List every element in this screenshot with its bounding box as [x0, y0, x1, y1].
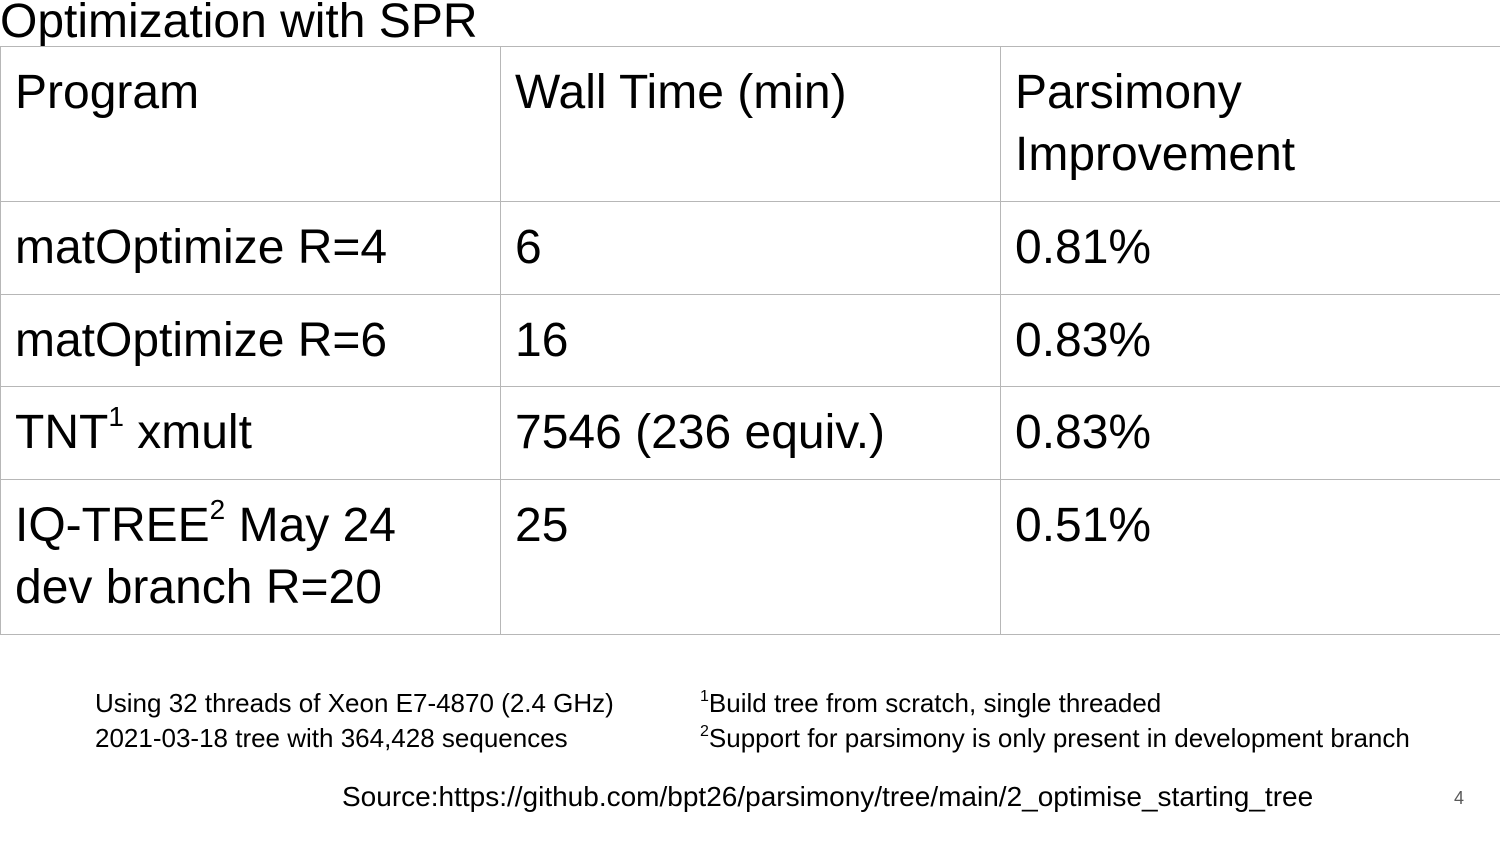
footnote-marker: 2: [209, 494, 226, 525]
dataset-note: 2021-03-18 tree with 364,428 sequences: [95, 723, 568, 753]
table-row: TNT1 xmult 7546 (236 equiv.) 0.83%: [0, 386, 1500, 480]
source-citation: Source:https://github.com/bpt26/parsimon…: [342, 781, 1314, 812]
hardware-note: Using 32 threads of Xeon E7-4870 (2.4 GH…: [95, 688, 614, 718]
slide-title: Optimization with SPR: [0, 0, 478, 48]
table-header-row: Program Wall Time (min) Parsimony Improv…: [0, 46, 1500, 202]
header-wall-time: Wall Time (min): [500, 46, 1001, 202]
table-row: matOptimize R=4 6 0.81%: [0, 201, 1500, 295]
program-name: IQ-TREE: [15, 499, 210, 552]
program-cell: matOptimize R=6: [0, 294, 501, 387]
header-parsimony-improvement: Parsimony Improvement: [1000, 46, 1500, 202]
footnote-text: Build tree from scratch, single threaded: [708, 688, 1162, 718]
program-name: TNT: [15, 406, 109, 459]
table-row: matOptimize R=6 16 0.83%: [0, 294, 1500, 387]
wall-time-cell: 6: [500, 201, 1001, 295]
header-program: Program: [0, 46, 501, 202]
table-row: IQ-TREE2 May 24 dev branch R=20 25 0.51%: [0, 479, 1500, 635]
program-cell: IQ-TREE2 May 24 dev branch R=20: [0, 479, 501, 635]
improvement-cell: 0.83%: [1000, 386, 1500, 480]
footnote-marker: 2: [700, 723, 709, 740]
wall-time-cell: 16: [500, 294, 1001, 387]
program-detail: May 24 dev branch R=20: [15, 499, 396, 614]
improvement-cell: 0.81%: [1000, 201, 1500, 295]
footnote-1: 1Build tree from scratch, single threade…: [700, 686, 1161, 721]
footnote-text: Support for parsimony is only present in…: [708, 723, 1410, 753]
wall-time-cell: 25: [500, 479, 1001, 635]
footnote-2: 2Support for parsimony is only present i…: [700, 721, 1410, 756]
improvement-cell: 0.51%: [1000, 479, 1500, 635]
program-detail: xmult: [123, 406, 252, 459]
program-cell: matOptimize R=4: [0, 201, 501, 295]
results-table: Program Wall Time (min) Parsimony Improv…: [0, 46, 1500, 635]
improvement-cell: 0.83%: [1000, 294, 1500, 387]
footnote-marker: 1: [108, 401, 124, 432]
page-number: 4: [1454, 788, 1465, 808]
wall-time-cell: 7546 (236 equiv.): [500, 386, 1001, 480]
program-cell: TNT1 xmult: [0, 386, 501, 480]
footnote-marker: 1: [700, 688, 709, 705]
